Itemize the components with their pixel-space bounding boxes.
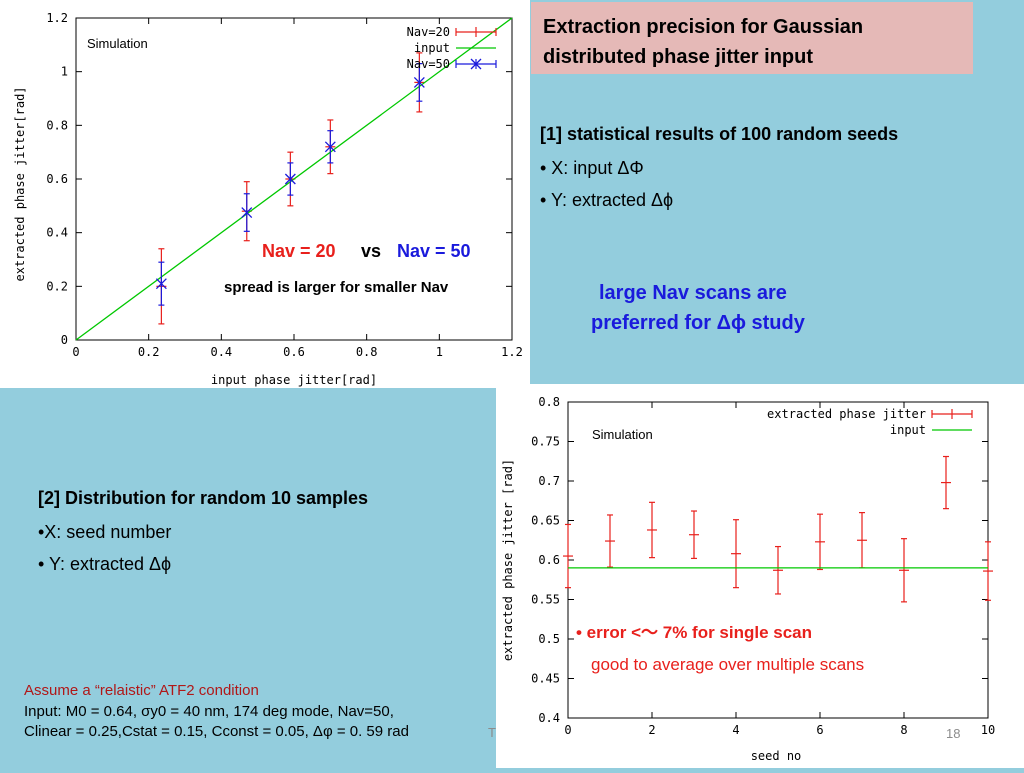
chart-1-nav20-label: Nav = 20	[262, 241, 336, 261]
chart-1-vs-label: vs	[361, 241, 381, 261]
y-tick-label: 0.8	[46, 118, 68, 132]
y-tick-label: 0	[61, 333, 68, 347]
legend-label: input	[890, 423, 926, 437]
assume-line2: Clinear = 0.25,Cstat = 0.15, Cconst = 0.…	[24, 723, 409, 740]
y-tick-label: 0.6	[538, 553, 560, 567]
series-input-line	[75, 17, 513, 341]
legend-marker	[470, 58, 482, 70]
x-tick-label: 10	[981, 723, 995, 737]
chart-1-annotation: Simulation	[87, 36, 148, 51]
point-nav-50	[284, 173, 296, 185]
legend-label: Nav=50	[407, 57, 450, 71]
x-tick-label: 0.2	[138, 345, 160, 359]
y-tick-label: 0.7	[538, 474, 560, 488]
chart-2-ylabel: extracted phase jitter [rad]	[501, 459, 515, 661]
section2-x-description: •X: seed number	[38, 522, 172, 542]
y-tick-label: 0.45	[531, 672, 560, 686]
page-number: 18	[946, 726, 960, 741]
chart-panel-1: 0 0.2 0.4 0.6 0.8 1 1.2 0 0.2 0.4 0.6 0.8 1 1.2 Nav=2…	[0, 0, 530, 388]
x-tick-label: 0.4	[210, 345, 232, 359]
chart-1-xlabel: input phase jitter[rad]	[211, 373, 377, 387]
x-tick-label: 6	[816, 723, 823, 737]
slide-title-line2: distributed phase jitter input	[543, 46, 814, 68]
x-tick-label: 2	[648, 723, 655, 737]
legend-label: extracted phase jitter	[767, 407, 926, 421]
chart-2-average-note: good to average over multiple scans	[591, 655, 864, 674]
x-tick-label: 8	[900, 723, 907, 737]
chart-1-nav50-label: Nav = 50	[397, 241, 471, 261]
y-tick-label: 0.5	[538, 632, 560, 646]
chart-panel-2: 0 2 4 6 8 10 0.4 0.45 0.5 0.55 0.6 0.65 0.7 0.75 0.8 e…	[496, 384, 1024, 768]
y-tick-label: 0.6	[46, 172, 68, 186]
chart-1-svg: 0 0.2 0.4 0.6 0.8 1 1.2 0 0.2 0.4 0.6 0.8 1 1.2 Nav=2…	[13, 11, 523, 387]
section2-y-description: • Y: extracted Δϕ	[38, 554, 172, 574]
assume-heading: Assume a “relaistic” ATF2 condition	[24, 682, 259, 699]
assume-line1: Input: M0 = 0.64, σy0 = 40 nm, 174 deg m…	[24, 703, 394, 720]
y-tick-label: 0.4	[46, 226, 68, 240]
chart-2-svg: 0 2 4 6 8 10 0.4 0.45 0.5 0.55 0.6 0.65 0.7 0.75 0.8 e…	[501, 395, 995, 763]
point-nav-50	[324, 141, 336, 153]
y-tick-label: 0.8	[538, 395, 560, 409]
section2-heading: [2] Distribution for random 10 samples	[38, 488, 369, 508]
y-tick-label: 1	[61, 65, 68, 79]
x-tick-label: 0	[72, 345, 79, 359]
y-tick-label: 1.2	[46, 11, 68, 25]
section1-x-description: • X: input ΔΦ	[540, 158, 644, 178]
x-tick-label: 1	[436, 345, 443, 359]
y-tick-label: 0.4	[538, 711, 560, 725]
x-tick-label: 1.2	[501, 345, 523, 359]
point-nav-50	[241, 207, 253, 219]
point-nav-50	[155, 278, 167, 290]
slide-title-line1: Extraction precision for Gaussian	[543, 16, 864, 38]
x-tick-label: 0.6	[283, 345, 305, 359]
y-tick-label: 0.75	[531, 435, 560, 449]
x-tick-label: 0.8	[356, 345, 378, 359]
x-tick-label: 0	[564, 723, 571, 737]
chart-2-error-bullet: • error <～ 7% for single scan	[576, 623, 812, 642]
legend-label: Nav=20	[407, 25, 450, 39]
point-nav-50	[413, 76, 425, 88]
chart-1-ylabel: extracted phase jitter[rad]	[13, 86, 27, 281]
conclusion-line1: large Nav scans are	[599, 282, 787, 304]
conclusion-line2: preferred for Δϕ study	[591, 312, 805, 334]
y-tick-label: 0.55	[531, 593, 560, 607]
y-tick-label: 0.2	[46, 279, 68, 293]
slide-title: Extraction precision for Gaussian distri…	[531, 2, 973, 74]
chart-1-spread-note: spread is larger for smaller Nav	[224, 279, 449, 296]
y-tick-label: 0.65	[531, 514, 560, 528]
legend-label: input	[414, 41, 450, 55]
chart-2-xlabel: seed no	[751, 749, 802, 763]
section1-y-description: • Y: extracted Δϕ	[540, 190, 674, 210]
section1-heading: [1] statistical results of 100 random se…	[540, 124, 899, 144]
chart-2-annotation: Simulation	[592, 427, 653, 442]
x-tick-label: 4	[732, 723, 739, 737]
